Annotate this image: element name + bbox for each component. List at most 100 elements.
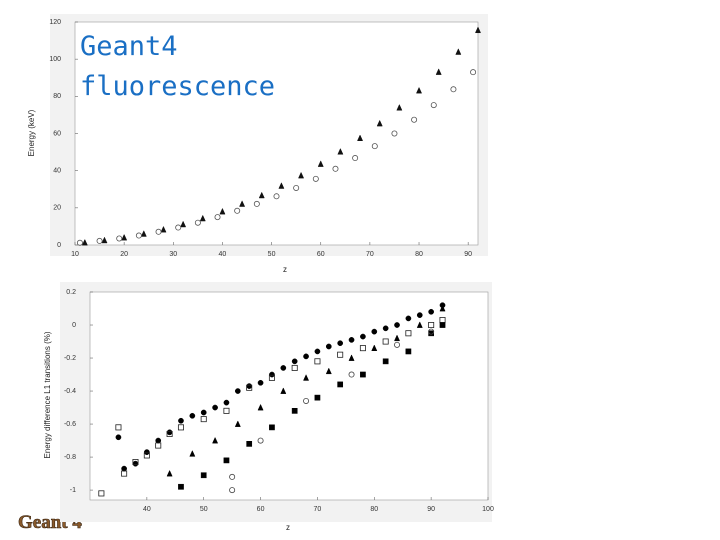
point	[178, 417, 184, 424]
point	[416, 312, 423, 318]
point	[199, 214, 206, 222]
point	[352, 155, 359, 162]
point	[234, 207, 241, 214]
point	[298, 171, 305, 179]
point	[435, 68, 442, 75]
point	[280, 365, 287, 371]
x-tick-label: 80	[370, 506, 378, 513]
y-tick-label: 40	[53, 168, 61, 175]
point	[234, 388, 241, 394]
point	[280, 387, 287, 394]
y-tick-label: 80	[53, 93, 61, 100]
point	[291, 364, 298, 371]
point	[382, 338, 389, 345]
point	[180, 220, 187, 228]
point	[268, 374, 275, 381]
x-tick-label: 50	[200, 506, 208, 513]
point	[337, 148, 344, 155]
x-tick-label: 40	[143, 506, 151, 513]
point	[81, 238, 88, 246]
x-tick-label: 10	[71, 251, 79, 258]
point	[430, 102, 437, 109]
point	[360, 371, 366, 378]
point	[470, 69, 477, 76]
point	[253, 200, 260, 207]
point	[246, 383, 253, 389]
point	[189, 412, 196, 419]
point	[391, 130, 398, 137]
point	[229, 473, 236, 480]
point	[257, 437, 264, 444]
point	[371, 328, 378, 335]
point	[455, 48, 462, 55]
point	[450, 86, 457, 93]
point	[223, 399, 230, 406]
point	[428, 328, 435, 335]
point	[325, 367, 332, 375]
annotation: Geant4	[80, 31, 178, 62]
point	[175, 224, 182, 231]
point	[371, 143, 378, 150]
point	[200, 472, 207, 479]
point	[357, 134, 364, 141]
point	[239, 200, 246, 207]
point	[291, 358, 298, 365]
x-tick-label: 30	[169, 251, 177, 258]
point	[269, 371, 275, 378]
point	[303, 397, 310, 404]
point	[314, 394, 321, 401]
point	[160, 225, 167, 233]
point	[234, 420, 241, 427]
point	[405, 315, 412, 322]
x-tick-label: 70	[314, 506, 322, 513]
point	[212, 404, 218, 411]
point	[359, 345, 366, 352]
point	[214, 214, 221, 221]
point	[278, 182, 285, 189]
x-tick-label: 90	[427, 506, 435, 513]
point	[212, 436, 219, 444]
point	[405, 348, 412, 355]
point	[177, 424, 184, 431]
point	[116, 235, 123, 242]
point	[332, 165, 339, 172]
point	[143, 452, 150, 459]
y-tick-label: -0.6	[64, 421, 76, 428]
x-tick-label: 60	[257, 506, 265, 513]
point	[96, 237, 103, 244]
point	[314, 358, 321, 365]
point	[115, 424, 122, 431]
point	[269, 424, 275, 431]
point	[394, 322, 400, 328]
point	[325, 343, 332, 350]
point	[416, 321, 423, 328]
x-axis-label: z	[286, 523, 290, 532]
point	[348, 354, 355, 361]
point	[382, 358, 389, 365]
x-tick-label: 100	[482, 506, 494, 513]
y-tick-label: -0.2	[64, 355, 76, 362]
y-tick-label: 100	[49, 56, 61, 63]
point	[394, 341, 401, 348]
point	[101, 236, 108, 244]
point	[194, 219, 201, 226]
point	[144, 449, 150, 455]
point	[155, 228, 162, 235]
y-axis-label: Energy difference L1 transitions (%)	[43, 331, 52, 458]
point	[200, 409, 207, 416]
x-tick-label: 40	[219, 251, 227, 258]
point	[293, 184, 300, 191]
point	[428, 330, 434, 337]
point	[229, 487, 236, 494]
y-tick-label: 60	[53, 130, 61, 137]
point	[121, 233, 128, 241]
point	[155, 437, 162, 444]
y-tick-label: 120	[49, 19, 61, 26]
x-tick-label: 80	[415, 251, 423, 258]
point	[405, 330, 412, 337]
point	[257, 403, 264, 411]
point	[337, 340, 344, 347]
y-tick-label: 20	[53, 205, 61, 212]
point	[155, 442, 162, 449]
